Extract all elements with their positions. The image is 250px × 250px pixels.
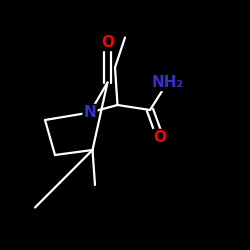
Text: N: N bbox=[84, 105, 96, 120]
Text: O: O bbox=[101, 35, 114, 50]
Text: O: O bbox=[154, 130, 166, 145]
Text: NH₂: NH₂ bbox=[152, 75, 184, 90]
